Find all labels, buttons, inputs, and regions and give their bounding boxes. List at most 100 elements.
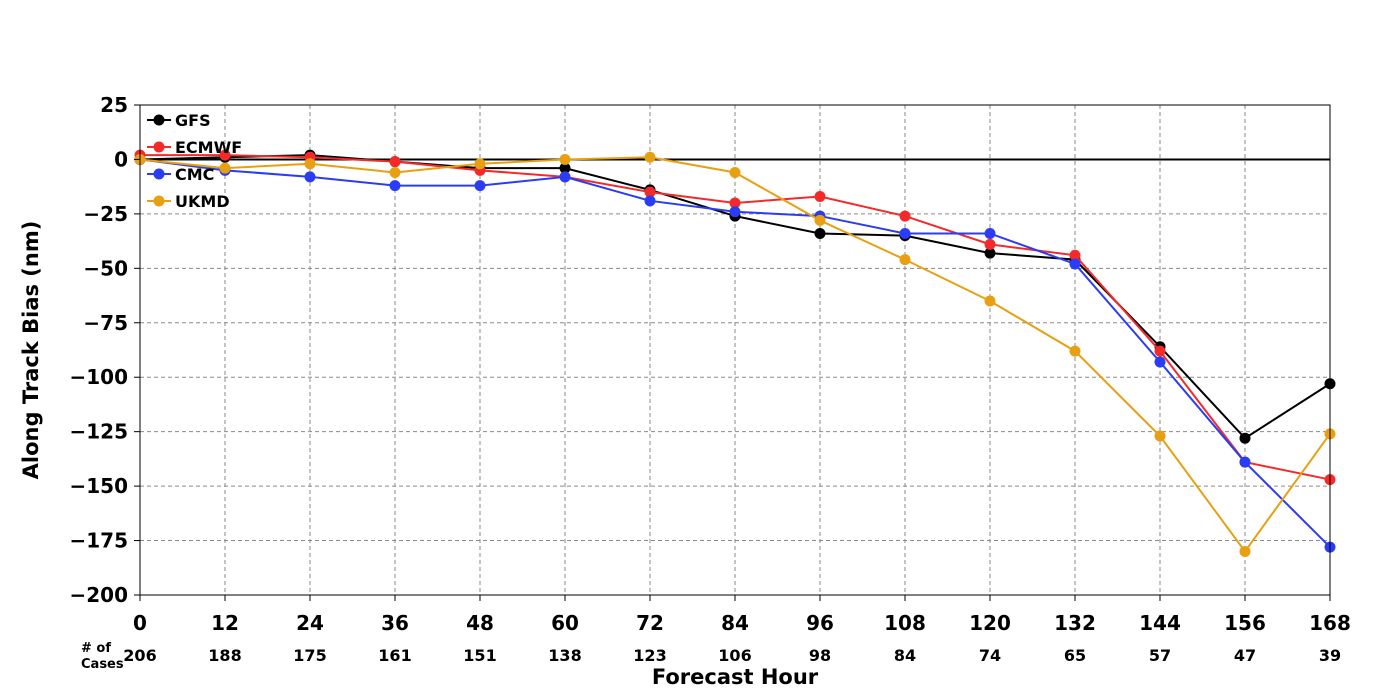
x-tick-label: 96: [806, 611, 834, 635]
point-ukmd-24: [304, 158, 316, 170]
series-lines: [134, 149, 1336, 557]
point-ukmd-60: [559, 153, 571, 165]
case-count: 138: [548, 646, 581, 665]
point-ukmd-72: [644, 151, 656, 163]
x-tick-label: 156: [1224, 611, 1266, 635]
point-gfs-96: [814, 227, 826, 239]
point-ukmd-48: [474, 158, 486, 170]
legend-entry-cmc: CMC: [147, 165, 214, 184]
x-tick-label: 108: [884, 611, 926, 635]
point-ukmd-12: [219, 162, 231, 174]
point-ecmwf-108: [899, 210, 911, 222]
case-count: 47: [1234, 646, 1256, 665]
legend-marker-ecmwf: [153, 141, 165, 153]
case-count: 188: [208, 646, 241, 665]
cases-label-line-2: Cases: [81, 657, 124, 672]
legend-label-gfs: GFS: [175, 111, 211, 130]
point-ecmwf-120: [984, 238, 996, 250]
legend-label-cmc: CMC: [175, 165, 214, 184]
x-tick-label: 12: [211, 611, 239, 635]
point-ukmd-144: [1154, 430, 1166, 442]
legend-entry-gfs: GFS: [147, 111, 211, 130]
case-count: 74: [979, 646, 1001, 665]
point-ecmwf-144: [1154, 345, 1166, 357]
x-tick-label: 132: [1054, 611, 1096, 635]
case-count: 84: [894, 646, 916, 665]
case-count: 123: [633, 646, 666, 665]
legend: GFS ECMWF CMC UKMD: [147, 111, 242, 211]
x-tick-label: 144: [1139, 611, 1181, 635]
case-count: 206: [123, 646, 156, 665]
case-count: 161: [378, 646, 411, 665]
x-tick-label: 72: [636, 611, 664, 635]
point-cmc-48: [474, 180, 486, 192]
point-cmc-120: [984, 227, 996, 239]
x-tick-label: 168: [1309, 611, 1351, 635]
y-tick-label: 0: [114, 147, 128, 171]
x-axis-ticks: 0 12 24 36 48 60 72 84 96 108 120 132 144 156 168: [133, 595, 1351, 635]
case-count: 106: [718, 646, 751, 665]
x-axis-label: Forecast Hour: [652, 665, 819, 689]
point-ecmwf-72: [644, 186, 656, 198]
case-count: 98: [809, 646, 831, 665]
case-count: 175: [293, 646, 326, 665]
legend-marker-gfs: [153, 114, 165, 126]
series-ukmd: [134, 151, 1336, 557]
x-tick-label: 48: [466, 611, 494, 635]
point-ecmwf-96: [814, 190, 826, 202]
case-count: 39: [1319, 646, 1341, 665]
point-ecmwf-36: [389, 156, 401, 168]
x-tick-label: 84: [721, 611, 749, 635]
y-tick-label: −200: [69, 583, 128, 607]
point-ukmd-156: [1239, 545, 1251, 557]
point-ukmd-132: [1069, 345, 1081, 357]
point-cmc-108: [899, 227, 911, 239]
legend-entry-ecmwf: ECMWF: [147, 138, 242, 157]
point-ecmwf-84: [729, 197, 741, 209]
legend-marker-cmc: [153, 168, 165, 180]
y-tick-label: −175: [69, 529, 128, 553]
x-tick-label: 36: [381, 611, 409, 635]
y-tick-label: −50: [83, 256, 128, 280]
point-ukmd-108: [899, 254, 911, 266]
point-ecmwf-132: [1069, 249, 1081, 261]
case-count: 65: [1064, 646, 1086, 665]
legend-entry-ukmd: UKMD: [147, 192, 230, 211]
cases-row: # of Cases 206 188 175 161 151 138 123 106 98 84 7…: [81, 641, 1341, 672]
x-tick-label: 0: [133, 611, 147, 635]
y-tick-label: −100: [69, 365, 128, 389]
point-cmc-132: [1069, 258, 1081, 270]
point-ukmd-84: [729, 167, 741, 179]
point-ukmd-120: [984, 295, 996, 307]
cases-label-line-1: # of: [81, 641, 111, 656]
legend-label-ecmwf: ECMWF: [175, 138, 242, 157]
y-tick-label: 25: [100, 93, 128, 117]
point-ukmd-36: [389, 167, 401, 179]
x-tick-label: 24: [296, 611, 324, 635]
point-cmc-144: [1154, 356, 1166, 368]
point-gfs-60: [559, 162, 571, 174]
y-tick-label: −125: [69, 420, 128, 444]
point-ecmwf-12: [219, 149, 231, 161]
legend-marker-ukmd: [153, 195, 165, 207]
point-cmc-156: [1239, 456, 1251, 468]
y-tick-label: −150: [69, 474, 128, 498]
point-ukmd-96: [814, 214, 826, 226]
x-tick-label: 60: [551, 611, 579, 635]
y-tick-label: −25: [83, 202, 128, 226]
point-gfs-120: [984, 247, 996, 259]
y-axis-ticks: 25 0 −25 −50 −75 −100 −125 −150 −175 −200: [69, 93, 140, 607]
point-cmc-72: [644, 195, 656, 207]
point-cmc-36: [389, 180, 401, 192]
case-count: 57: [1149, 646, 1171, 665]
point-cmc-60: [559, 171, 571, 183]
y-tick-label: −75: [83, 311, 128, 335]
point-cmc-84: [729, 206, 741, 218]
x-tick-label: 120: [969, 611, 1011, 635]
y-axis-label: Along Track Bias (nm): [19, 221, 43, 480]
point-cmc-24: [304, 171, 316, 183]
legend-label-ukmd: UKMD: [175, 192, 230, 211]
point-gfs-156: [1239, 432, 1251, 444]
case-count: 151: [463, 646, 496, 665]
